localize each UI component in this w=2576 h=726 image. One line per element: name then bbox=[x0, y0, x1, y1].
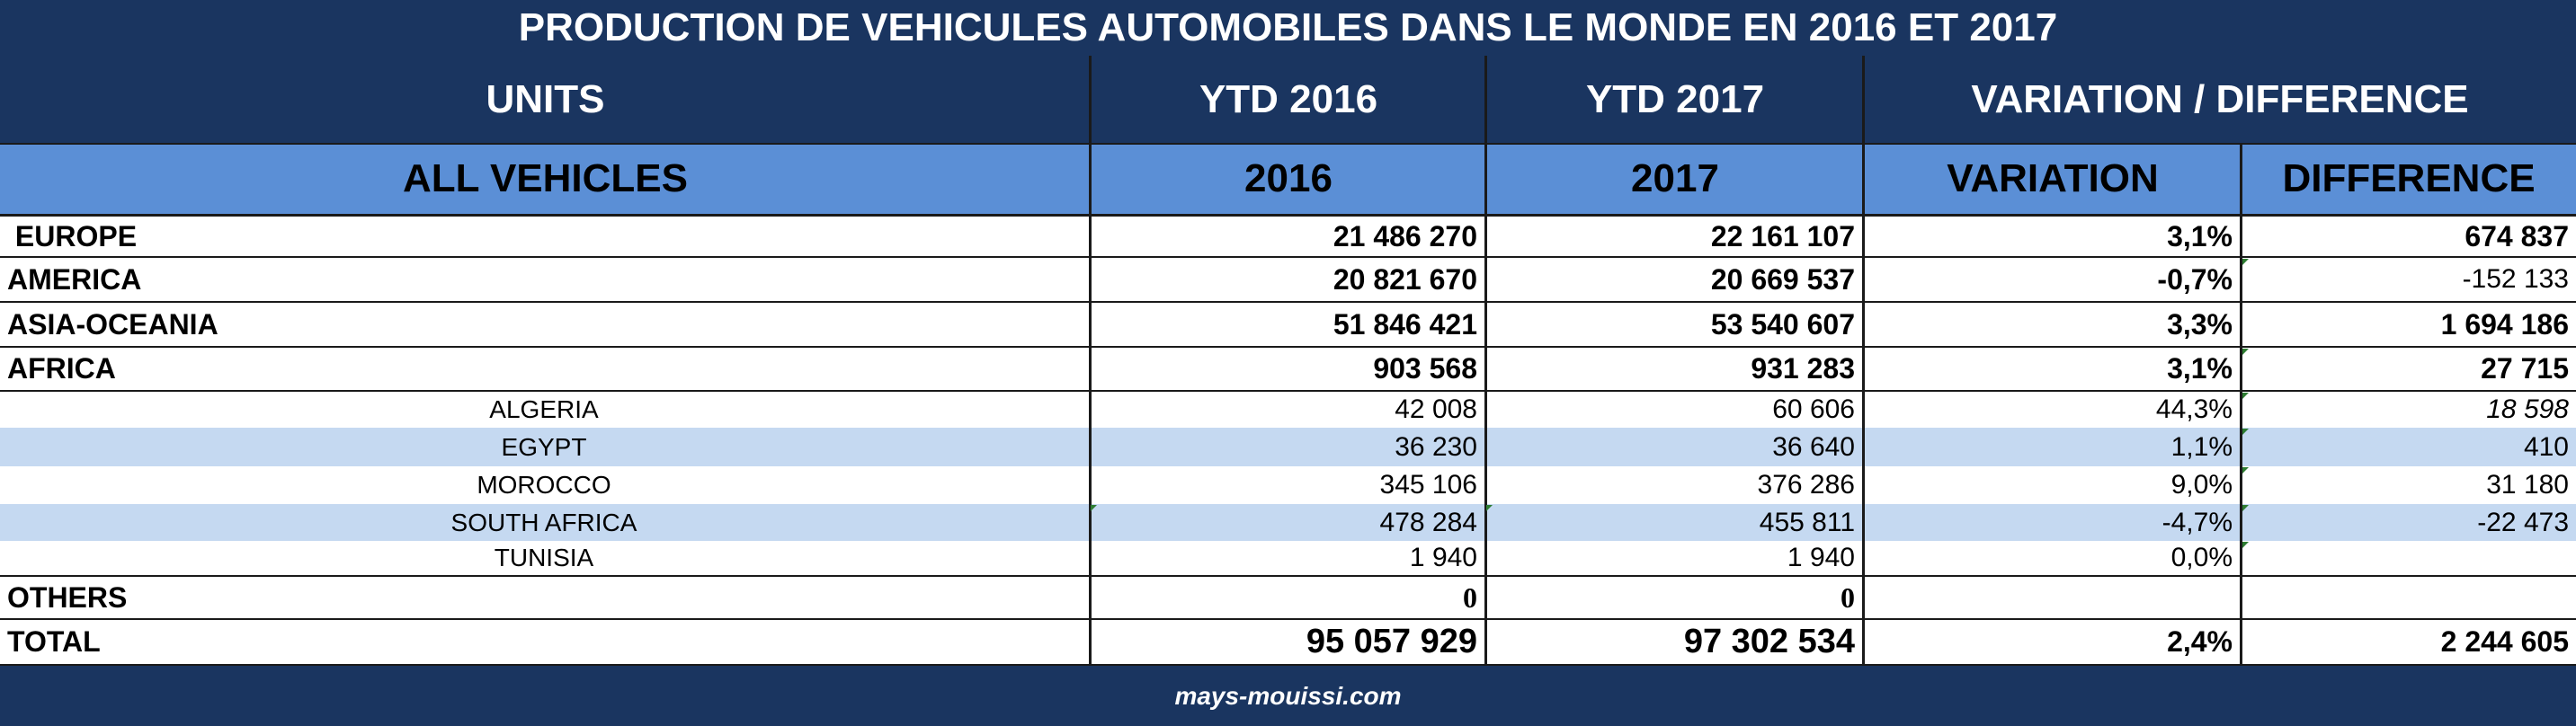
header-divider bbox=[0, 143, 2576, 145]
header-col-divider bbox=[1862, 56, 1865, 214]
row-label-south-africa: SOUTH AFRICA bbox=[450, 508, 637, 536]
cell-tunisia-2017: 1 940 bbox=[1787, 543, 1855, 572]
cell-tunisia-2016: 1 940 bbox=[1409, 543, 1477, 572]
body-col-divider bbox=[1089, 214, 1092, 665]
row-label-tunisia: TUNISIA bbox=[494, 544, 594, 571]
cell-south-africa-variation: -4,7% bbox=[2162, 507, 2233, 537]
row-label-asia-oceania: ASIA-OCEANIA bbox=[7, 307, 218, 341]
body-col-divider bbox=[2240, 214, 2242, 665]
row-label-algeria: ALGERIA bbox=[489, 395, 599, 423]
cell-others-variation bbox=[1864, 577, 2240, 618]
row-label-egypt: EGYPT bbox=[501, 432, 587, 461]
cell-america-2016: 20 821 670 bbox=[1333, 262, 1477, 296]
cell-morocco-2017: 376 286 bbox=[1757, 470, 1855, 500]
header-ytd-2017: YTD 2017 bbox=[1585, 77, 1765, 121]
footer-source: mays-mouissi.com bbox=[0, 666, 2576, 726]
row-line bbox=[0, 575, 2576, 577]
header-2017: 2017 bbox=[1631, 156, 1719, 200]
header-difference: DIFFERENCE bbox=[2282, 156, 2536, 200]
cell-america-2017: 20 669 537 bbox=[1710, 262, 1855, 296]
header-2016: 2016 bbox=[1244, 156, 1333, 200]
cell-algeria-2016: 42 008 bbox=[1395, 394, 1477, 424]
cell-flag-marker bbox=[1091, 505, 1097, 511]
cell-total-difference: 2 244 605 bbox=[2440, 625, 2569, 658]
row-line bbox=[0, 301, 2576, 303]
cell-south-africa-2017: 455 811 bbox=[1759, 507, 1855, 537]
cell-america-variation: -0,7% bbox=[2157, 262, 2233, 296]
cell-africa-difference: 27 715 bbox=[2481, 352, 2569, 385]
header-row-1 bbox=[0, 56, 2576, 144]
cell-europe-variation: 3,1% bbox=[2167, 219, 2233, 252]
row-stripe-egypt bbox=[0, 428, 2576, 466]
cell-asia-oceania-2017: 53 540 607 bbox=[1710, 307, 1855, 341]
cell-flag-marker bbox=[2242, 349, 2249, 355]
row-line bbox=[0, 390, 2576, 392]
cell-egypt-2017: 36 640 bbox=[1772, 431, 1855, 462]
cell-algeria-variation: 44,3% bbox=[2155, 394, 2233, 424]
cell-flag-marker bbox=[2242, 393, 2249, 399]
header-ytd-2016: YTD 2016 bbox=[1199, 77, 1378, 121]
row-label-europe: EUROPE bbox=[7, 219, 138, 252]
cell-total-variation: 2,4% bbox=[2167, 625, 2233, 658]
cell-tunisia-difference bbox=[2242, 541, 2576, 575]
row-label-africa: AFRICA bbox=[7, 352, 116, 385]
cell-flag-marker bbox=[2242, 542, 2249, 548]
row-line bbox=[0, 346, 2576, 348]
body-col-divider bbox=[1484, 214, 1487, 665]
table-title: PRODUCTION DE VEHICULES AUTOMOBILES DANS… bbox=[0, 0, 2576, 56]
cell-south-africa-difference: -22 473 bbox=[2477, 507, 2569, 537]
header-variation: VARIATION bbox=[1947, 156, 2159, 200]
row-line bbox=[0, 256, 2576, 258]
cell-algeria-difference: 18 598 bbox=[2486, 394, 2569, 424]
row-line bbox=[0, 214, 2576, 217]
cell-america-difference: -152 133 bbox=[2462, 264, 2569, 294]
cell-others-2017: 0 bbox=[1841, 580, 1855, 614]
cell-africa-variation: 3,1% bbox=[2167, 352, 2233, 385]
cell-total-2017: 97 302 534 bbox=[1683, 623, 1855, 660]
row-label-america: AMERICA bbox=[7, 262, 142, 296]
cell-morocco-2016: 345 106 bbox=[1379, 470, 1477, 500]
cell-africa-2017: 931 283 bbox=[1751, 352, 1855, 385]
body-col-divider bbox=[1862, 214, 1865, 665]
cell-europe-2017: 22 161 107 bbox=[1710, 219, 1855, 252]
cell-south-africa-2016: 478 284 bbox=[1379, 507, 1477, 537]
header-units: UNITS bbox=[486, 77, 605, 121]
cell-asia-oceania-2016: 51 846 421 bbox=[1333, 307, 1477, 341]
cell-egypt-variation: 1,1% bbox=[2170, 431, 2233, 462]
cell-others-2016: 0 bbox=[1463, 580, 1477, 614]
row-label-morocco: MOROCCO bbox=[477, 471, 611, 499]
row-stripe-south-africa bbox=[0, 504, 2576, 541]
header-col-divider bbox=[1484, 56, 1487, 214]
header-row-2 bbox=[0, 144, 2576, 214]
cell-tunisia-variation: 0,0% bbox=[2170, 543, 2233, 572]
row-label-total: TOTAL bbox=[7, 625, 101, 658]
cell-flag-marker bbox=[2242, 429, 2249, 435]
header-variation-difference: VARIATION / DIFFERENCE bbox=[1971, 77, 2469, 121]
cell-algeria-2017: 60 606 bbox=[1772, 394, 1855, 424]
cell-morocco-difference: 31 180 bbox=[2486, 470, 2569, 500]
cell-flag-marker bbox=[1486, 505, 1493, 511]
cell-flag-marker bbox=[2242, 505, 2249, 511]
cell-flag-marker bbox=[2242, 259, 2249, 265]
cell-others-difference bbox=[2242, 577, 2576, 618]
cell-europe-2016: 21 486 270 bbox=[1333, 219, 1477, 252]
row-label-others: OTHERS bbox=[7, 580, 128, 614]
cell-asia-oceania-difference: 1 694 186 bbox=[2440, 307, 2569, 341]
cell-egypt-2016: 36 230 bbox=[1395, 431, 1477, 462]
cell-europe-difference: 674 837 bbox=[2465, 219, 2569, 252]
header-all-vehicles: ALL VEHICLES bbox=[402, 156, 688, 200]
cell-total-2016: 95 057 929 bbox=[1306, 623, 1477, 660]
cell-africa-2016: 903 568 bbox=[1373, 352, 1477, 385]
row-line bbox=[0, 664, 2576, 667]
cell-asia-oceania-variation: 3,3% bbox=[2167, 307, 2233, 341]
cell-egypt-difference: 410 bbox=[2523, 431, 2569, 462]
header-col-divider bbox=[2240, 144, 2242, 214]
cell-morocco-variation: 9,0% bbox=[2170, 470, 2233, 500]
header-col-divider bbox=[1089, 56, 1092, 214]
cell-flag-marker bbox=[2242, 467, 2249, 474]
row-line bbox=[0, 618, 2576, 620]
